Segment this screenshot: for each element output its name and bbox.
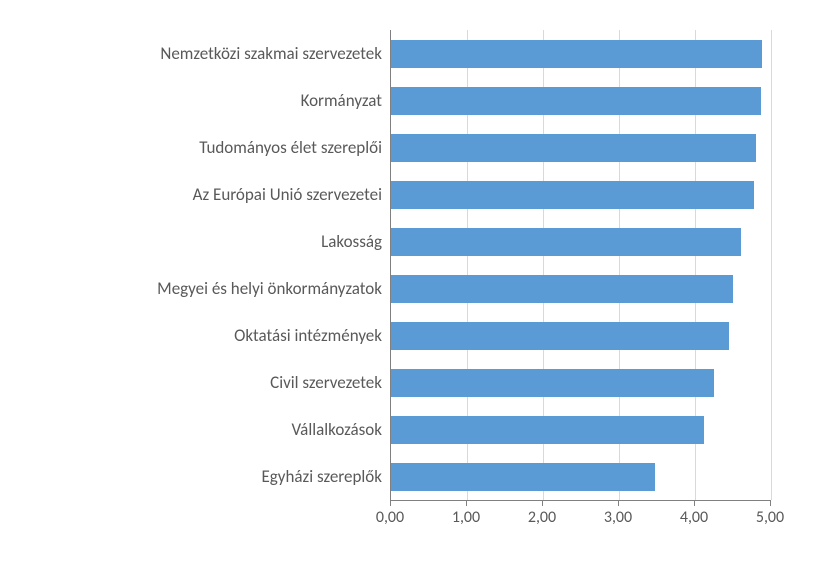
x-axis-tick-label: 2,00 [517, 508, 567, 527]
x-tick-mark [694, 500, 695, 506]
x-axis-tick-label: 0,00 [365, 508, 415, 527]
bar-chart: 0,001,002,003,004,005,00Nemzetközi szakm… [50, 30, 770, 540]
category-label: Oktatási intézmények [52, 322, 382, 350]
x-axis-tick-label: 5,00 [745, 508, 795, 527]
bar [391, 369, 714, 397]
category-label: Megyei és helyi önkormányzatok [52, 275, 382, 303]
x-axis-tick-label: 3,00 [593, 508, 643, 527]
category-label: Civil szervezetek [52, 369, 382, 397]
x-axis-tick-label: 4,00 [669, 508, 719, 527]
x-tick-mark [618, 500, 619, 506]
category-label: Egyházi szereplők [52, 463, 382, 491]
bar [391, 40, 762, 68]
category-label: Lakosság [52, 228, 382, 256]
x-tick-mark [770, 500, 771, 506]
category-label: Az Európai Unió szervezetei [52, 181, 382, 209]
bar [391, 228, 741, 256]
bar [391, 322, 729, 350]
plot-area [390, 30, 771, 501]
bar [391, 416, 704, 444]
x-tick-mark [466, 500, 467, 506]
grid-line [771, 30, 772, 500]
bar [391, 463, 655, 491]
category-label: Tudományos élet szereplői [52, 134, 382, 162]
bar [391, 87, 761, 115]
bar [391, 134, 756, 162]
category-label: Nemzetközi szakmai szervezetek [52, 40, 382, 68]
x-axis-tick-label: 1,00 [441, 508, 491, 527]
x-tick-mark [390, 500, 391, 506]
bar [391, 181, 754, 209]
bar [391, 275, 733, 303]
category-label: Vállalkozások [52, 416, 382, 444]
x-tick-mark [542, 500, 543, 506]
category-label: Kormányzat [52, 87, 382, 115]
